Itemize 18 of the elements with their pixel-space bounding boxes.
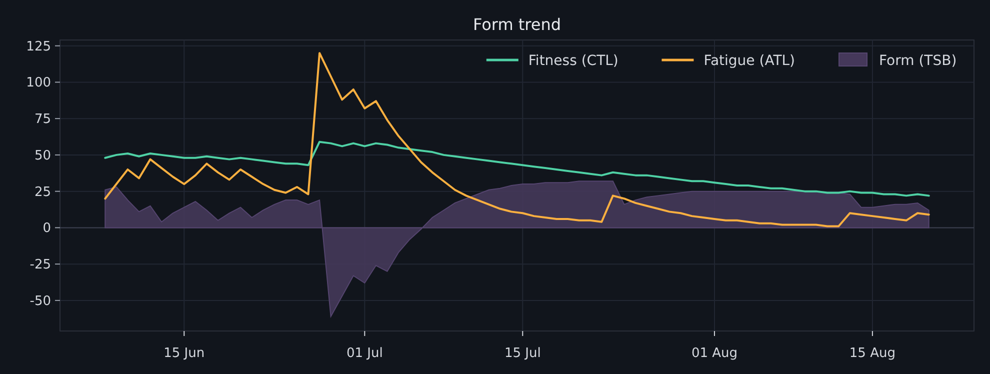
line-series (104, 140, 930, 197)
x-tick-label: 15 Aug (849, 346, 896, 361)
y-tick-label: -50 (30, 294, 51, 309)
y-tick-label: 0 (42, 221, 51, 236)
y-tick-label: 50 (34, 148, 51, 164)
y-tick-label: 100 (26, 76, 51, 91)
x-tick-label: 15 Jul (504, 346, 541, 361)
x-tick-label: 15 Jun (164, 346, 205, 361)
x-tick-label: 01 Aug (691, 346, 738, 361)
legend-label: Fatigue (ATL) (704, 52, 796, 69)
y-tick-label: 125 (26, 39, 51, 54)
y-tick-label: 75 (34, 112, 51, 128)
y-tick-label: 25 (34, 184, 51, 200)
x-tick-label: 01 Jul (346, 346, 383, 361)
legend-label: Fitness (CTL) (528, 52, 618, 69)
legend-label: Form (TSB) (879, 52, 957, 69)
chart-title: Form trend (472, 15, 562, 34)
y-tick-label: -25 (30, 258, 51, 273)
